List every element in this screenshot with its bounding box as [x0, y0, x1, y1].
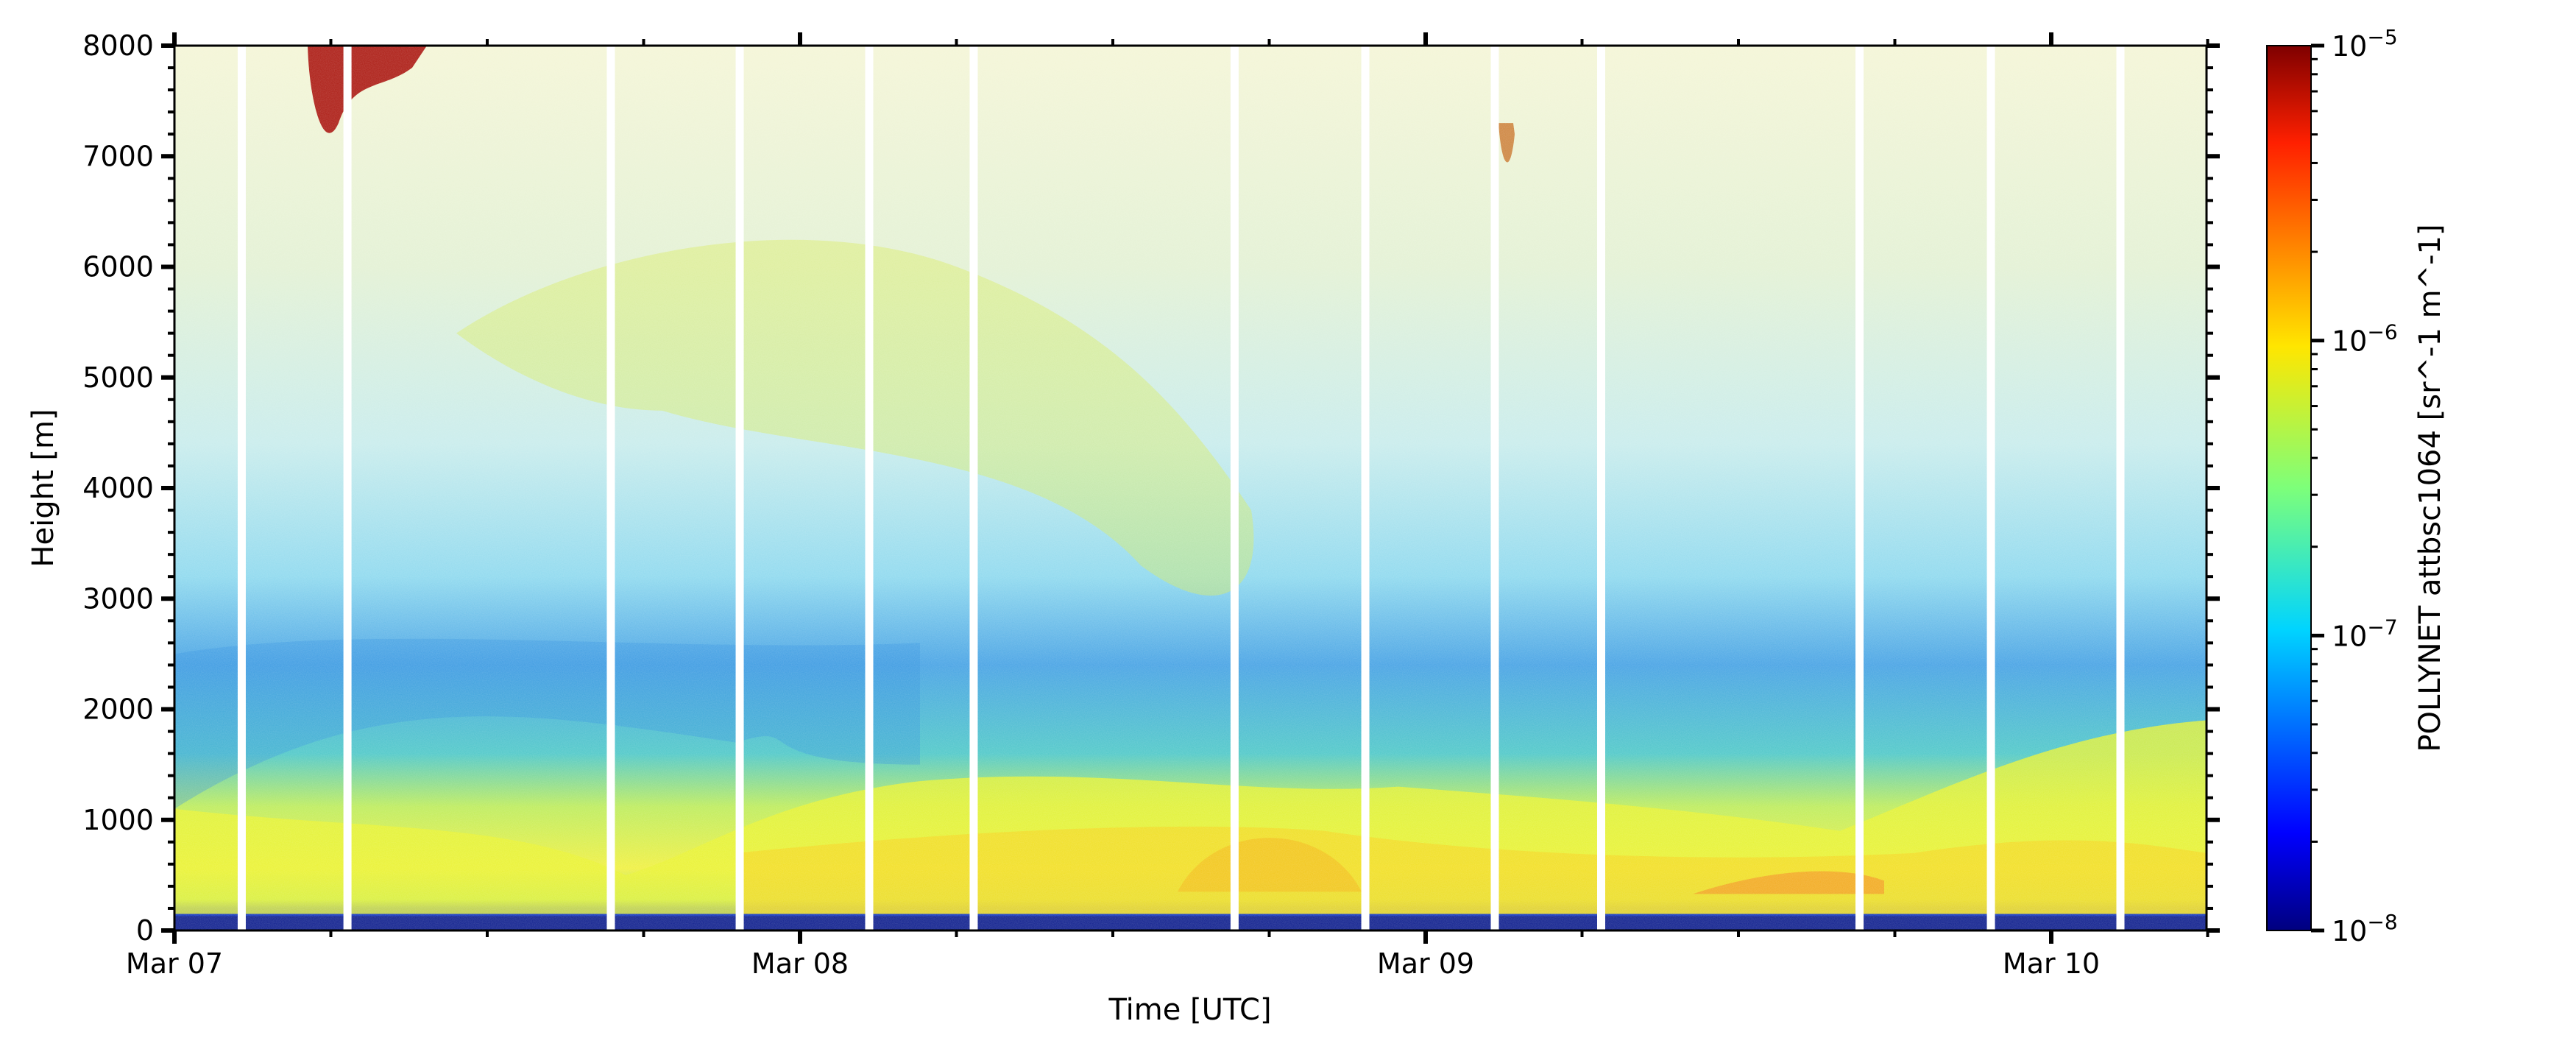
data-gaps: [237, 46, 2125, 930]
y-tick-label: 7000: [82, 140, 154, 172]
colorbar-tick-label: 10−5: [2332, 25, 2398, 63]
speckle-overlay: [174, 46, 2207, 930]
data-gap: [735, 46, 744, 930]
colorbar-tick-label: 10−8: [2332, 910, 2398, 947]
data-gap: [1986, 46, 1995, 930]
data-gap: [1230, 46, 1239, 930]
y-tick-label: 4000: [82, 472, 154, 504]
y-tick-label: 6000: [82, 251, 154, 283]
y-tick-label: 0: [136, 914, 154, 947]
colorbar-tick-label: 10−6: [2332, 320, 2398, 358]
y-tick-label: 8000: [82, 29, 154, 62]
x-axis: Mar 07 Mar 08 Mar 09 Mar 10: [126, 32, 2209, 980]
x-tick-label: Mar 09: [1377, 947, 1474, 980]
y-tick-label: 3000: [82, 582, 154, 615]
colorbar-bar: [2266, 45, 2312, 931]
colorbar: 10−8 10−7 10−6 10−5 POLLYNET attbsc1064 [sr…: [2266, 25, 2447, 947]
plot-area: [174, 46, 2207, 930]
data-gap: [1597, 46, 1605, 930]
x-axis-label: Time [UTC]: [1108, 993, 1271, 1027]
colorbar-label: POLLYNET attbsc1064 [sr^-1 m^-1]: [2413, 224, 2447, 752]
colorbar-ticks: 10−8 10−7 10−6 10−5: [2311, 25, 2398, 947]
data-gap: [237, 46, 246, 930]
y-axis-label: Height [m]: [26, 409, 60, 567]
data-gap: [1855, 46, 1864, 930]
y-tick-label: 1000: [82, 804, 154, 836]
data-gap: [865, 46, 874, 930]
data-gap: [1490, 46, 1499, 930]
data-gap: [1361, 46, 1370, 930]
x-tick-label: Mar 08: [751, 947, 849, 980]
y-axis: 0 1000 2000 3000 4000 5000 6000 7000 8000: [82, 29, 2220, 947]
x-tick-label: Mar 10: [2003, 947, 2100, 980]
data-gap: [606, 46, 615, 930]
data-gap: [343, 46, 352, 930]
y-tick-label: 5000: [82, 361, 154, 394]
data-gap: [969, 46, 978, 930]
data-gap: [2116, 46, 2125, 930]
x-tick-label: Mar 07: [126, 947, 223, 980]
colorbar-tick-label: 10−7: [2332, 615, 2398, 652]
y-tick-label: 2000: [82, 693, 154, 726]
